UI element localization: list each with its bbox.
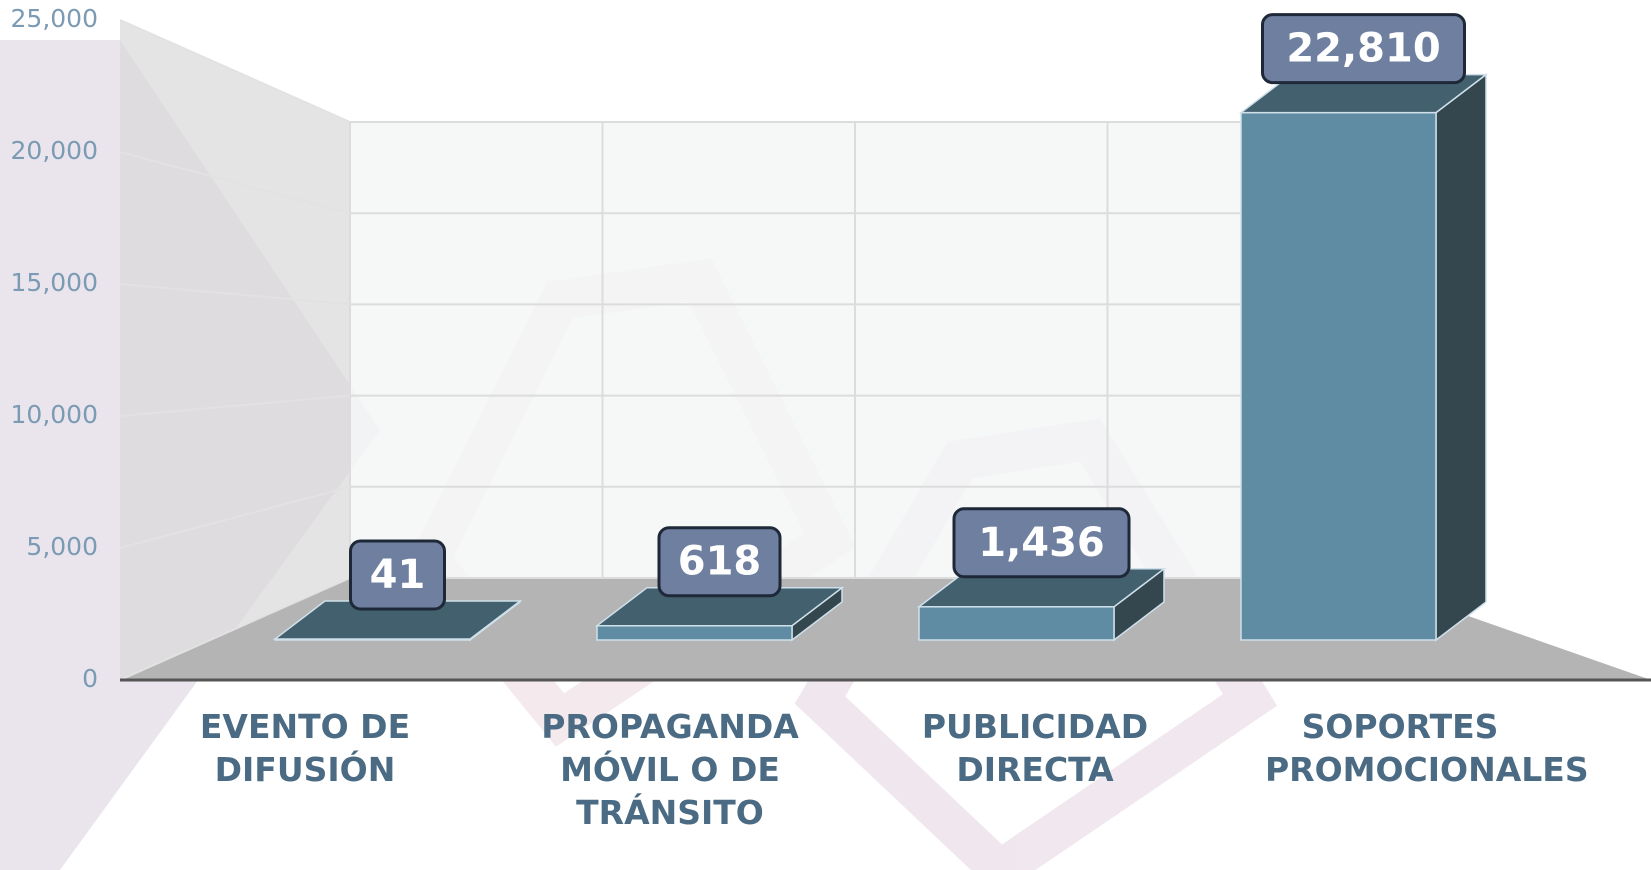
grid-line: [119, 19, 351, 123]
value-label: 22,810: [1286, 26, 1440, 72]
x-tick-label: PROPAGANDA MÓVIL O DE TRÁNSITO: [541, 707, 799, 832]
x-tick-label: EVENTO DE DIFUSIÓN: [199, 707, 411, 789]
value-label-box: [952, 507, 1131, 579]
bar: [596, 624, 793, 641]
y-tick-label: 5,000: [26, 532, 98, 561]
value-label: 618: [678, 539, 762, 585]
grid-line: [119, 151, 351, 215]
y-tick-label: 15,000: [11, 268, 98, 297]
x-tick-label: SOPORTES PROMOCIONALES: [1265, 707, 1589, 789]
y-tick-label: 0: [82, 664, 98, 693]
value-label-box: [657, 526, 782, 598]
bar: [918, 606, 1115, 641]
bar: [1240, 111, 1437, 641]
bar-group: 618: [594, 526, 845, 642]
y-tick-label: 25,000: [11, 4, 98, 33]
grid-line: [119, 283, 351, 306]
value-label: 1,436: [978, 520, 1105, 566]
bar-group: 22,810: [1238, 13, 1489, 642]
bar-group: 1,436: [916, 507, 1167, 642]
value-label: 41: [370, 552, 426, 598]
grid-line: [119, 485, 351, 549]
bar-side: [1435, 73, 1487, 642]
value-label-box: [349, 539, 446, 611]
y-tick-label: 20,000: [11, 136, 98, 165]
bar-top: [272, 600, 523, 640]
grid-line: [119, 577, 351, 681]
grid-line: [119, 394, 351, 417]
value-label-box: [1261, 13, 1466, 85]
y-tick-label: 10,000: [11, 400, 98, 429]
x-tick-label: PUBLICIDAD DIRECTA: [921, 707, 1149, 789]
bar-group: 41: [272, 539, 523, 642]
bar-top: [594, 586, 845, 627]
side-wall: [120, 20, 350, 680]
